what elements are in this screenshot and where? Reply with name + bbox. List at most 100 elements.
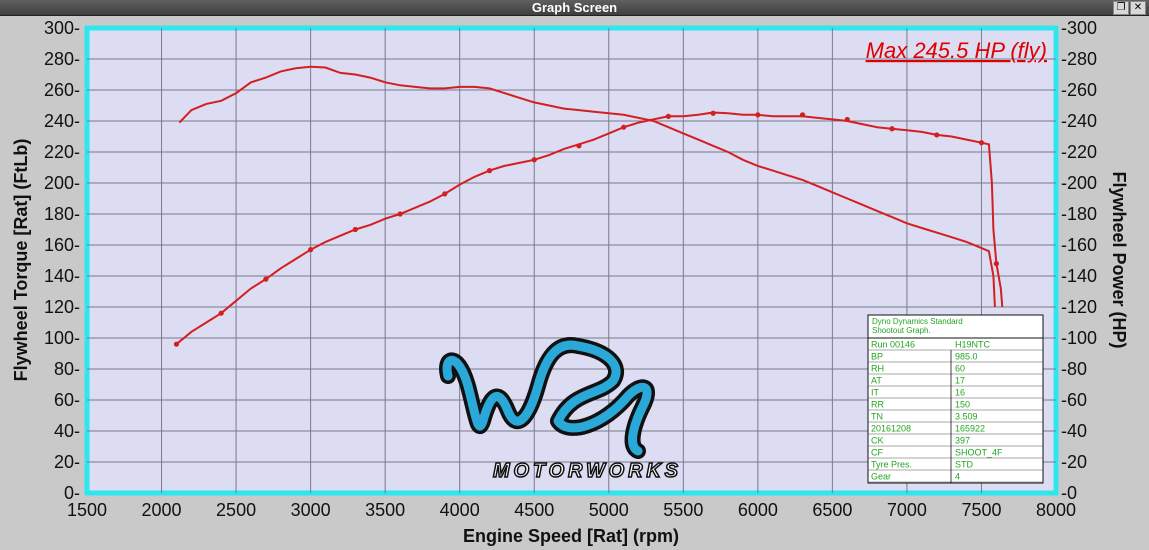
x-tick-label: 2500: [216, 500, 256, 520]
y-right-tick-label: -300: [1061, 18, 1097, 38]
wg-motorworks-logo: MOTORWORKS: [439, 337, 679, 483]
data-point: [531, 157, 537, 163]
table-cell-value: 16: [955, 388, 965, 398]
y-tick-label: 0-: [64, 483, 80, 503]
data-point: [442, 191, 448, 197]
x-tick-label: 7000: [887, 500, 927, 520]
data-point: [263, 276, 269, 282]
data-point: [755, 112, 761, 118]
table-cell-key: 20161208: [871, 424, 911, 434]
y-tick-labels: 0- 20- 40- 60- 80- 100- 120- 140- 160- 180- 200- 22…: [44, 18, 80, 503]
data-point: [799, 112, 806, 118]
data-point: [621, 124, 627, 130]
table-cell-value: H19NTC: [955, 340, 991, 350]
table-cell-value: STD: [955, 460, 974, 470]
close-icon[interactable]: ✕: [1130, 1, 1146, 15]
x-tick-label: 6500: [812, 500, 852, 520]
table-cell-value: 985.0: [955, 352, 978, 362]
y-right-tick-label: -40: [1061, 421, 1087, 441]
x-tick-label: 3500: [365, 500, 405, 520]
x-tick-label: 6000: [738, 500, 778, 520]
y-tick-label: 60-: [54, 390, 80, 410]
data-point: [889, 126, 895, 132]
table-cell-key: Tyre Pres.: [871, 460, 912, 470]
y-right-tick-label: -60: [1061, 390, 1087, 410]
y-right-tick-label: -240: [1061, 111, 1097, 131]
table-cell-key: CK: [871, 436, 884, 446]
series-line: [178, 65, 996, 308]
table-cell-value: 4: [955, 472, 960, 482]
y-right-tick-label: -20: [1061, 452, 1087, 472]
x-tick-label: 5500: [663, 500, 703, 520]
y-right-tick-label: -200: [1061, 173, 1097, 193]
table-cell-key: RH: [871, 364, 884, 374]
max-power-annotation: Max 245.5 HP (fly): [866, 38, 1047, 63]
data-point: [978, 140, 985, 146]
y-tick-label: 200-: [44, 173, 80, 193]
logo-w-inner: [442, 340, 652, 456]
table-cell-value: 165922: [955, 424, 985, 434]
y-tick-label: 280-: [44, 49, 80, 69]
data-point: [576, 143, 582, 149]
table-header-line2: Shootout Graph.: [872, 326, 931, 335]
table-cell-key: AT: [871, 376, 882, 386]
restore-icon[interactable]: ❐: [1113, 1, 1129, 15]
y-right-tick-label: -260: [1061, 80, 1097, 100]
x-tick-label: 3000: [291, 500, 331, 520]
x-tick-label: 2000: [142, 500, 182, 520]
x-tick-label: 1500: [67, 500, 107, 520]
table-cell-key: CF: [871, 448, 883, 458]
x-tick-labels: 1500 2000 2500 3000 3500 4000 4500 5000 5500 6000…: [67, 500, 1076, 520]
window-titlebar: Graph Screen ❐ ✕: [0, 0, 1149, 16]
y-tick-label: 240-: [44, 111, 80, 131]
y-right-tick-label: -80: [1061, 359, 1087, 379]
y-tick-label: 180-: [44, 204, 80, 224]
table-header-line1: Dyno Dynamics Standard: [872, 317, 963, 326]
table-cell-value: 17: [955, 376, 965, 386]
table-cell-key: Gear: [871, 472, 891, 482]
torque-curve: [178, 65, 996, 308]
y-tick-label: 40-: [54, 421, 80, 441]
y-right-tick-labels: -0 -20 -40 -60 -80 -100 -120 -140 -160 -180 -200 -2…: [1061, 18, 1097, 503]
data-point: [352, 226, 358, 233]
dyno-chart: 1500 2000 2500 3000 3500 4000 4500 5000 5500 6000…: [11, 18, 1129, 546]
data-point: [218, 310, 224, 316]
y-tick-label: 300-: [44, 18, 80, 38]
table-cell-key: RR: [871, 400, 884, 410]
table-cell-value: 60: [955, 364, 965, 374]
y-tick-label: 220-: [44, 142, 80, 162]
data-point: [844, 116, 850, 123]
y-right-tick-label: -0: [1061, 483, 1077, 503]
y-axis-label: Flywheel Torque [Rat] (FtLb): [11, 139, 31, 382]
y-tick-label: 160-: [44, 235, 80, 255]
y-right-tick-label: -220: [1061, 142, 1097, 162]
y-tick-label: 140-: [44, 266, 80, 286]
y-right-axis-label: Flywheel Power (HP): [1109, 171, 1129, 348]
data-point: [397, 211, 403, 217]
table-cell-value: 3.509: [955, 412, 978, 422]
x-tick-label: 5000: [589, 500, 629, 520]
x-axis-label: Engine Speed [Rat] (rpm): [463, 526, 679, 546]
y-tick-label: 20-: [54, 452, 80, 472]
data-point: [710, 110, 716, 116]
run-info-table: Dyno Dynamics Standard Shootout Graph. R…: [867, 314, 1044, 484]
table-cell-value: 397: [955, 436, 970, 446]
data-point: [308, 247, 314, 253]
table-cell-key: BP: [871, 352, 883, 362]
y-right-tick-label: -280: [1061, 49, 1097, 69]
x-tick-label: 8000: [1036, 500, 1076, 520]
table-cell-value: 150: [955, 400, 970, 410]
y-right-tick-label: -120: [1061, 297, 1097, 317]
x-tick-label: 4000: [440, 500, 480, 520]
data-point: [934, 132, 940, 138]
power-markers: [173, 110, 999, 347]
y-tick-label: 260-: [44, 80, 80, 100]
y-tick-label: 100-: [44, 328, 80, 348]
table-cell-key: Run 00146: [871, 340, 915, 350]
table-cell-value: SHOOT_4F: [955, 448, 1003, 458]
data-point: [173, 341, 180, 347]
x-tick-label: 7500: [961, 500, 1001, 520]
table-cell-key: IT: [871, 388, 880, 398]
y-right-tick-label: -160: [1061, 235, 1097, 255]
window-title: Graph Screen: [531, 0, 618, 15]
